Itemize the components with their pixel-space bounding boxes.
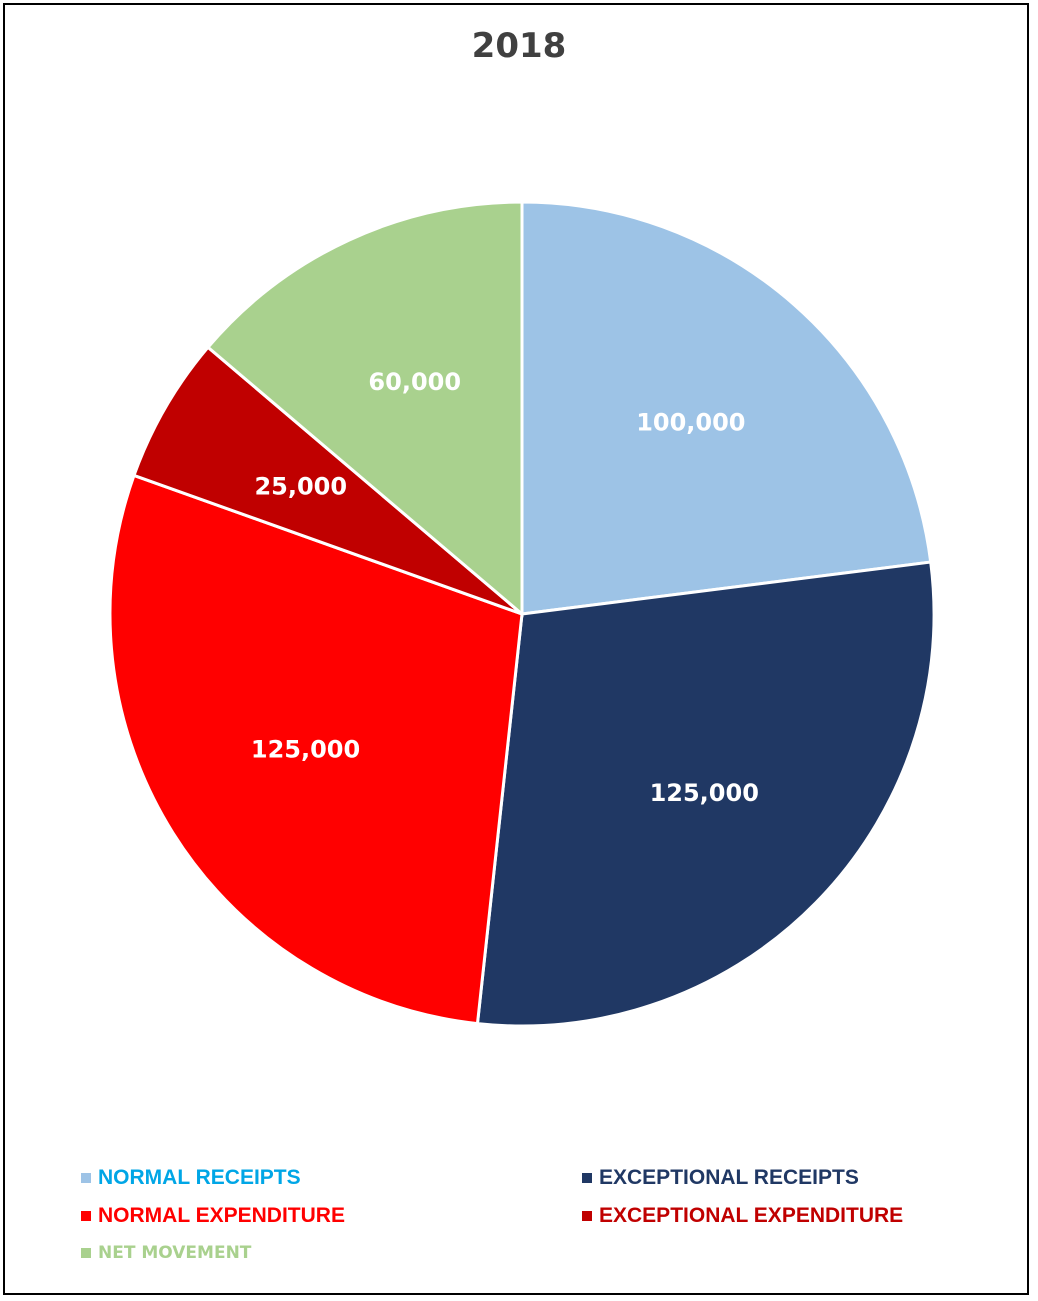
chart-title: 2018 <box>471 26 567 66</box>
data-label-exceptional-receipts: 125,000 <box>650 779 759 807</box>
data-label-exceptional-expenditure: 25,000 <box>254 472 347 500</box>
pie-slice-exceptional-expenditure <box>132 345 523 616</box>
pie-slice-normal-expenditure <box>108 473 524 1026</box>
pie-slice-normal-receipts <box>520 200 933 616</box>
legend-item-exceptional-expenditure: EXCEPTIONAL EXPENDITURE <box>582 1204 903 1228</box>
legend-swatch-exceptional-expenditure <box>582 1211 592 1221</box>
legend-item-net-movement: NET MOVEMENT <box>81 1243 251 1263</box>
data-label-normal-receipts: 100,000 <box>636 408 745 436</box>
legend-label-normal-expenditure: NORMAL EXPENDITURE <box>98 1204 345 1227</box>
pie-value-labels: 100,000 125,000 125,000 25,000 60,000 <box>251 368 759 807</box>
legend-label-normal-receipts: NORMAL RECEIPTS <box>98 1166 301 1189</box>
legend-label-net-movement: NET MOVEMENT <box>98 1243 252 1263</box>
legend-swatch-normal-expenditure <box>81 1211 91 1221</box>
legend-swatch-normal-receipts <box>81 1173 91 1183</box>
legend-swatch-exceptional-receipts <box>582 1173 592 1183</box>
data-label-normal-expenditure: 125,000 <box>251 736 360 764</box>
legend-label-exceptional-receipts: EXCEPTIONAL RECEIPTS <box>599 1166 859 1189</box>
legend-item-normal-receipts: NORMAL RECEIPTS <box>81 1166 301 1190</box>
legend-label-exceptional-expenditure: EXCEPTIONAL EXPENDITURE <box>599 1204 904 1227</box>
pie-slices <box>108 200 936 1028</box>
pie-slice-net-movement <box>205 200 524 618</box>
data-label-net-movement: 60,000 <box>368 368 461 396</box>
legend-swatch-net-movement <box>81 1248 91 1258</box>
pie-slice-exceptional-receipts <box>475 560 936 1028</box>
legend-item-normal-expenditure: NORMAL EXPENDITURE <box>81 1204 345 1228</box>
legend-item-exceptional-receipts: EXCEPTIONAL RECEIPTS <box>582 1166 859 1190</box>
